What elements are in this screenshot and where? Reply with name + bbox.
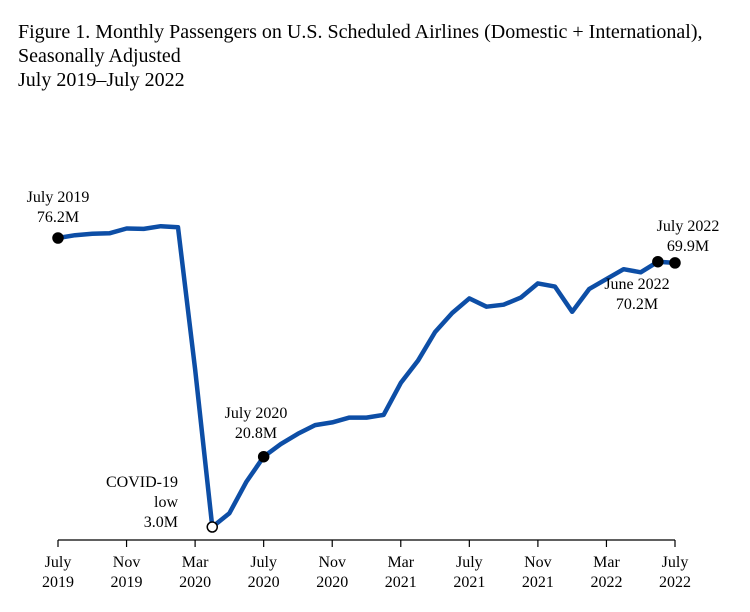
data-point-marker — [669, 257, 681, 269]
x-tick-label-year: 2019 — [42, 574, 74, 591]
x-tick-label-month: July — [662, 554, 689, 571]
data-label: July 2022 — [657, 218, 720, 235]
data-label: July 2020 — [225, 405, 288, 422]
x-tick-label-year: 2020 — [248, 574, 280, 591]
data-label: July 2019 — [27, 189, 90, 206]
annotation-labels: July 2019 76.2M COVID-19 low 3.0M July 2020 20… — [27, 189, 720, 531]
x-tick-label-year: 2021 — [522, 574, 554, 591]
data-point-marker — [52, 232, 64, 244]
data-label: 70.2M — [616, 296, 658, 313]
x-tick-label-year: 2021 — [453, 574, 485, 591]
data-label: COVID-19 — [106, 474, 178, 491]
data-label: 20.8M — [235, 425, 277, 442]
x-tick-label-month: July — [250, 554, 277, 571]
data-label: 69.9M — [667, 238, 709, 255]
x-tick-label-month: Nov — [318, 554, 346, 571]
x-tick-label-year: 2021 — [385, 574, 417, 591]
x-tick-label-year: 2022 — [590, 574, 622, 591]
x-tick-label-month: Mar — [387, 554, 414, 571]
x-tick-label-month: Mar — [182, 554, 209, 571]
x-tick-label-year: 2020 — [179, 574, 211, 591]
data-point-marker — [652, 255, 664, 268]
x-tick-label-month: Nov — [113, 554, 141, 571]
x-tick-label-month: Mar — [593, 554, 620, 571]
x-axis: July 2019 Nov 2019 Mar 2020 July 2020 Nov 2020 Mar… — [42, 539, 691, 591]
chart-title: Figure 1. Monthly Passengers on U.S. Sch… — [18, 21, 703, 43]
series-line — [55, 223, 678, 530]
x-tick-label-year: 2022 — [659, 574, 691, 591]
x-tick-label-year: 2019 — [111, 574, 143, 591]
x-tick-label-month: July — [45, 554, 72, 571]
chart-title-line2: Seasonally Adjusted — [18, 45, 181, 67]
covid-low-marker — [206, 521, 218, 533]
annotation-markers — [52, 232, 681, 533]
data-label: June 2022 — [604, 276, 669, 293]
data-point-marker — [257, 450, 270, 463]
x-tick-label-month: July — [456, 554, 483, 571]
x-tick-label-month: Nov — [524, 554, 552, 571]
data-label: 76.2M — [37, 209, 79, 226]
x-tick-label-year: 2020 — [316, 574, 348, 591]
series-line-group — [55, 223, 678, 530]
chart-subtitle: July 2019–July 2022 — [18, 69, 185, 91]
data-label: low — [154, 494, 178, 511]
data-label: 3.0M — [144, 514, 178, 531]
